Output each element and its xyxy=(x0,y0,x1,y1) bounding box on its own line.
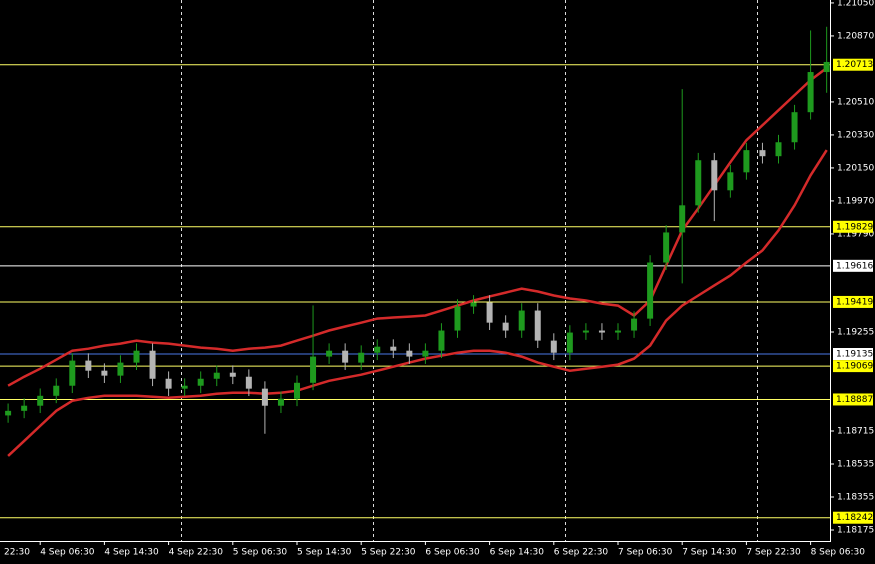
x-tick-label: 7 Sep 22:30 xyxy=(746,548,801,558)
candle-body xyxy=(342,350,349,363)
candle-body xyxy=(566,332,573,353)
candle-body xyxy=(454,306,461,331)
candle-body xyxy=(229,372,236,377)
candle-body xyxy=(374,346,381,353)
level-label-box xyxy=(833,511,873,524)
candle-body xyxy=(101,370,108,376)
x-tick-label: 5 Sep 22:30 xyxy=(361,548,416,558)
level-label-box xyxy=(833,220,873,233)
candle-body xyxy=(326,350,333,357)
candle-body xyxy=(69,360,76,386)
candle-body xyxy=(534,310,541,341)
y-tick-label: 1.19255 xyxy=(837,328,874,338)
indicator-line xyxy=(7,149,828,457)
y-tick-label: 1.18715 xyxy=(837,427,874,437)
level-label-box xyxy=(833,360,873,373)
y-tick-label: 1.20330 xyxy=(837,130,874,140)
x-tick-label: 6 Sep 14:30 xyxy=(490,548,545,558)
candle-body xyxy=(823,61,830,73)
candle-body xyxy=(615,330,621,333)
x-tick-label: 22:30 xyxy=(4,548,30,558)
candle-body xyxy=(727,172,734,191)
y-tick-label: 1.20870 xyxy=(837,31,874,41)
candle-body xyxy=(486,302,493,323)
y-tick-label: 1.20510 xyxy=(837,97,874,107)
level-label-box xyxy=(833,58,873,71)
candle-body xyxy=(679,205,686,233)
y-tick-label: 1.19790 xyxy=(837,229,874,239)
candle-body xyxy=(518,310,525,331)
x-tick-label: 4 Sep 22:30 xyxy=(169,548,224,558)
plot xyxy=(0,0,830,541)
candle-body xyxy=(117,362,124,376)
candle-body xyxy=(791,112,798,143)
candle-body xyxy=(53,385,60,396)
y-tick-label: 1.20150 xyxy=(837,163,874,173)
candle-body xyxy=(181,385,188,389)
y-tick-label: 1.21050 xyxy=(837,0,874,8)
x-tick-label: 6 Sep 22:30 xyxy=(554,548,609,558)
candle-body xyxy=(775,142,782,157)
candle-body xyxy=(165,378,172,389)
candle-body xyxy=(358,352,365,363)
level-label: 1.18887 xyxy=(836,395,873,405)
x-tick-label: 6 Sep 06:30 xyxy=(425,548,480,558)
candle-body xyxy=(695,160,702,206)
x-tick-label: 5 Sep 14:30 xyxy=(297,548,352,558)
candle-body xyxy=(582,330,589,333)
y-tick-label: 1.19970 xyxy=(837,196,874,206)
candle-body xyxy=(213,372,220,379)
y-tick-label: 1.18355 xyxy=(837,493,874,503)
x-tick-label: 7 Sep 06:30 xyxy=(618,548,673,558)
candle-body xyxy=(711,160,718,191)
indicator-line xyxy=(7,67,828,387)
candle-body xyxy=(759,150,766,157)
candle-body xyxy=(470,302,477,307)
level-label-box xyxy=(833,295,873,308)
candle-body xyxy=(310,356,317,383)
level-label-box xyxy=(833,393,873,406)
candle-body xyxy=(390,346,397,351)
candle-body xyxy=(422,350,429,357)
candle-body xyxy=(663,232,670,263)
x-tick-label: 4 Sep 06:30 xyxy=(40,548,95,558)
level-label: 1.19419 xyxy=(836,297,873,307)
candle-body xyxy=(550,340,557,353)
candle-body xyxy=(197,378,204,386)
candle-body xyxy=(502,322,509,331)
candle-body xyxy=(261,388,268,406)
level-label-box xyxy=(833,348,873,361)
candle-body xyxy=(406,350,413,357)
candle-body xyxy=(647,262,654,319)
level-label: 1.19135 xyxy=(836,350,873,360)
candle-body xyxy=(85,360,92,371)
level-label: 1.19829 xyxy=(836,222,873,232)
level-label: 1.19069 xyxy=(836,362,873,372)
candle-body xyxy=(37,395,44,406)
candle-body xyxy=(149,350,156,379)
level-label: 1.19616 xyxy=(836,261,873,271)
x-tick-label: 4 Sep 14:30 xyxy=(104,548,159,558)
x-tick-label: 7 Sep 14:30 xyxy=(682,548,737,558)
x-tick-label: 5 Sep 06:30 xyxy=(233,548,288,558)
candle-body xyxy=(245,376,252,389)
candle-body xyxy=(5,410,12,416)
x-tick-label: 8 Sep 06:30 xyxy=(811,548,866,558)
candle-body xyxy=(294,382,300,399)
level-label: 1.18242 xyxy=(836,513,873,523)
y-tick-label: 1.18535 xyxy=(837,460,874,470)
candle-body xyxy=(277,398,284,406)
candle-body xyxy=(133,350,140,363)
candle-body xyxy=(21,405,28,411)
candle-body xyxy=(598,330,605,333)
candle-body xyxy=(807,72,814,113)
candle-body xyxy=(438,330,445,351)
candle-body xyxy=(743,150,750,173)
level-label: 1.20713 xyxy=(836,60,873,70)
level-label-box xyxy=(833,259,873,272)
candle-body xyxy=(631,318,638,331)
y-tick-label: 1.18175 xyxy=(837,526,874,536)
